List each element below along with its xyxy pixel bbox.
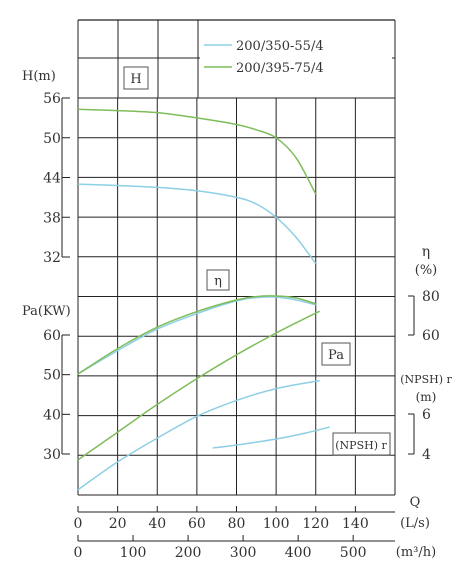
npsh-tick-label: 4 <box>422 447 431 463</box>
flow-axis-ls: Q 0 20 40 60 80 100 120 140 (L/s) <box>74 495 430 532</box>
efficiency-panel-label: η <box>214 274 222 289</box>
head-axis-label: H(m) <box>22 69 56 84</box>
efficiency-axis: η (%) 80 60 <box>408 244 440 344</box>
series-line-npsh-7 <box>212 426 330 449</box>
npsh-axis: (NPSH) r (m) 64 <box>400 373 452 463</box>
efficiency-panel-box <box>206 269 230 291</box>
flow-ls-tick-label: 80 <box>228 516 246 532</box>
flow-ls-unit: (L/s) <box>400 516 430 531</box>
head-tick-label: 56 <box>43 91 61 107</box>
power-panel-box <box>321 342 351 366</box>
flow-ls-tick-label: 140 <box>342 516 369 532</box>
head-tick-label: 44 <box>43 171 61 187</box>
series-line-power-6 <box>77 310 321 461</box>
head-axis: H(m) 56 50 44 38 32 <box>22 69 70 266</box>
flow-ls-tick-group: 0 20 40 60 80 100 120 140 <box>74 506 369 532</box>
power-axis: Pa(KW) 60 50 40 30 <box>22 304 71 463</box>
flow-m3h-tick-label: 100 <box>120 545 147 561</box>
flow-m3h-tick-label: 300 <box>230 545 257 561</box>
power-axis-label: Pa(KW) <box>22 304 71 319</box>
head-panel-label: H <box>130 72 141 87</box>
series-line-power-5 <box>77 379 320 491</box>
npsh-tick-group: 64 <box>408 407 431 463</box>
npsh-axis-unit: (m) <box>416 390 437 404</box>
flow-ls-tick-label: 60 <box>188 516 206 532</box>
series-line-head-2 <box>77 108 317 195</box>
head-tick-group: 56 50 44 38 32 <box>43 91 70 266</box>
flow-m3h-tick-label: 400 <box>285 545 312 561</box>
power-tick-label: 40 <box>43 407 61 423</box>
legend-label-2: 200/395-75/4 <box>236 61 324 76</box>
efficiency-axis-unit: (%) <box>415 263 438 278</box>
legend-label-1: 200/350-55/4 <box>236 39 324 54</box>
npsh-panel-box <box>332 432 391 456</box>
efficiency-tick-label: 60 <box>422 328 440 344</box>
legend: 200/350-55/4 200/395-75/4 <box>200 35 392 76</box>
efficiency-axis-label: η <box>422 244 430 260</box>
legend-background <box>200 35 392 75</box>
panel-labels: H η Pa (NPSH) r <box>123 66 391 456</box>
power-tick-label: 50 <box>43 368 61 384</box>
power-tick-group: 60 50 40 30 <box>43 328 70 463</box>
head-tick-label: 38 <box>43 210 61 226</box>
power-tick-label: 30 <box>43 447 61 463</box>
series-line-efficiency-3 <box>77 296 316 375</box>
flow-m3h-tick-group: 0 100 200 300 400 500 <box>74 535 367 561</box>
npsh-panel-label: (NPSH) r <box>335 439 387 452</box>
flow-ls-tick-label: 0 <box>74 516 83 532</box>
npsh-axis-label: (NPSH) r <box>400 373 452 386</box>
flow-axis-m3h: 0 100 200 300 400 500 (m³/h) <box>74 535 436 561</box>
flow-ls-tick-label: 100 <box>263 516 290 532</box>
efficiency-tick-label: 80 <box>422 289 440 305</box>
flow-ls-tick-label: 20 <box>109 516 127 532</box>
power-tick-label: 60 <box>43 328 61 344</box>
power-panel-label: Pa <box>328 348 344 363</box>
efficiency-tick-group: 80 60 <box>408 289 440 344</box>
npsh-tick-label: 6 <box>422 407 431 423</box>
flow-m3h-tick-label: 200 <box>175 545 202 561</box>
head-tick-label: 32 <box>43 250 61 266</box>
flow-m3h-unit: (m³/h) <box>396 545 436 560</box>
series-line-head-1 <box>77 183 317 265</box>
series-line-efficiency-4 <box>77 295 317 375</box>
curve-layer <box>77 108 330 491</box>
flow-ls-tick-label: 120 <box>302 516 329 532</box>
flow-ls-tick-label: 40 <box>148 516 166 532</box>
head-tick-label: 50 <box>43 131 61 147</box>
flow-axis-label: Q <box>410 495 421 510</box>
flow-m3h-tick-label: 0 <box>74 545 83 561</box>
head-panel-box <box>123 66 149 90</box>
flow-m3h-tick-label: 500 <box>340 545 367 561</box>
